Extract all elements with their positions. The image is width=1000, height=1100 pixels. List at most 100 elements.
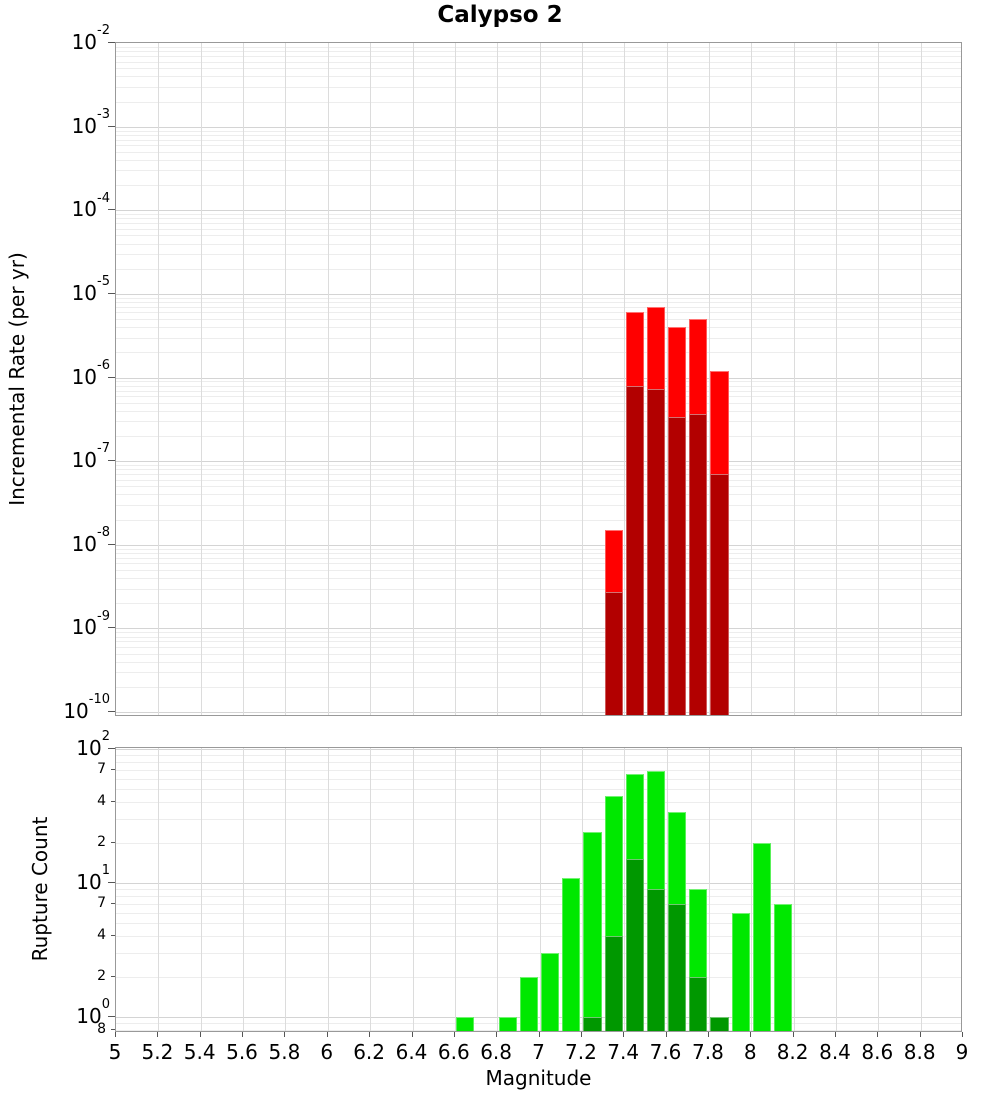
minor-gridline	[116, 302, 961, 303]
bottom-y-minor-tick-label: 4	[97, 927, 106, 944]
vertical-gridline	[666, 748, 668, 1031]
x-tick-mark	[835, 1032, 836, 1037]
minor-gridline	[116, 504, 961, 506]
utilized-ruptures-bar	[583, 1017, 602, 1031]
minor-gridline	[116, 410, 961, 412]
minor-gridline	[116, 390, 961, 392]
vertical-gridline	[793, 43, 795, 715]
minor-gridline	[116, 469, 961, 471]
top-plot-area	[115, 42, 962, 716]
vertical-gridline	[200, 748, 202, 1031]
minor-gridline	[116, 381, 961, 383]
minor-gridline	[116, 139, 961, 141]
top-y-tick-label: 10-6	[71, 357, 110, 389]
bottom-y-minor-tick-label: 4	[97, 793, 106, 810]
vertical-gridline	[581, 43, 583, 715]
minor-gridline	[116, 474, 961, 476]
minor-gridline	[116, 396, 961, 398]
bottom-y-minor-tick-mark	[111, 801, 115, 803]
minor-gridline	[116, 603, 961, 605]
top-y-tick-mark	[108, 376, 115, 378]
bottom-y-minor-tick-mark	[111, 975, 115, 977]
minor-gridline	[116, 218, 961, 220]
vertical-gridline	[412, 748, 414, 1031]
x-tick-label: 7.2	[564, 1040, 597, 1064]
x-tick-mark	[792, 1032, 794, 1037]
nucleation-bar	[646, 388, 666, 715]
utilized-ruptures-bar	[625, 859, 644, 1031]
top-y-tick-mark	[108, 460, 115, 462]
x-tick-label: 6.2	[353, 1040, 385, 1064]
utilized-ruptures-bar	[668, 903, 687, 1031]
vertical-gridline	[370, 43, 372, 715]
minor-gridline	[116, 235, 961, 237]
major-gridline	[116, 210, 961, 212]
vertical-gridline	[497, 43, 499, 715]
minor-gridline	[116, 552, 961, 554]
minor-gridline	[116, 896, 961, 897]
bottom-y-tick-label: 101	[76, 863, 110, 894]
minor-gridline	[116, 465, 961, 466]
minor-gridline	[116, 802, 961, 804]
minor-gridline	[116, 519, 961, 521]
x-tick-label: 8.2	[776, 1040, 809, 1064]
vertical-gridline	[327, 43, 329, 715]
nucleation-bar	[625, 385, 644, 715]
vertical-gridline	[370, 748, 372, 1031]
vertical-gridline	[878, 43, 880, 715]
x-tick-label: 8.4	[819, 1040, 851, 1064]
x-tick-mark	[665, 1032, 667, 1037]
minor-gridline	[116, 1023, 961, 1025]
vertical-gridline	[454, 748, 456, 1031]
nucleation-bar	[604, 592, 623, 715]
vertical-gridline	[920, 43, 922, 715]
available-ruptures-bar	[562, 877, 581, 1031]
minor-gridline	[116, 912, 961, 914]
minor-gridline	[116, 76, 961, 78]
available-ruptures-bar	[519, 976, 538, 1031]
minor-gridline	[116, 762, 961, 763]
minor-gridline	[116, 976, 961, 978]
minor-gridline	[116, 953, 961, 955]
vertical-gridline	[497, 748, 499, 1031]
vertical-gridline	[539, 43, 541, 715]
x-tick-label: 7	[532, 1040, 545, 1064]
available-ruptures-bar	[456, 1017, 475, 1031]
vertical-gridline	[327, 748, 329, 1031]
x-tick-label: 7.8	[691, 1040, 724, 1064]
x-tick-label: 6.8	[480, 1040, 512, 1064]
bottom-y-minor-tick-label: 7	[97, 894, 106, 911]
minor-gridline	[116, 548, 961, 550]
top-y-tick-label: 10-7	[71, 441, 110, 473]
bottom-y-minor-tick-mark	[111, 768, 115, 770]
top-y-tick-mark	[108, 711, 115, 712]
vertical-gridline	[624, 43, 626, 715]
minor-gridline	[116, 228, 961, 230]
minor-gridline	[116, 243, 961, 245]
vertical-gridline	[243, 43, 244, 715]
bottom-y-tick-label: 100	[76, 997, 110, 1028]
vertical-gridline	[920, 748, 922, 1031]
nucleation-bar	[668, 416, 687, 715]
bottom-y-minor-tick-mark	[111, 841, 115, 843]
bottom-y-tick-mark	[108, 1016, 115, 1017]
vertical-gridline	[454, 43, 456, 715]
minor-gridline	[116, 1030, 961, 1031]
x-tick-mark	[919, 1032, 921, 1037]
available-ruptures-bar	[541, 953, 560, 1031]
chart-title: Calypso 2	[437, 2, 563, 28]
vertical-gridline	[878, 748, 880, 1031]
vertical-gridline	[751, 748, 753, 1031]
x-tick-mark	[115, 1032, 116, 1037]
major-gridline	[116, 712, 961, 713]
nucleation-bar	[689, 413, 708, 715]
x-tick-label: 6.4	[395, 1040, 428, 1064]
minor-gridline	[116, 337, 961, 339]
x-tick-mark	[496, 1032, 498, 1037]
bottom-y-tick-label: 102	[76, 729, 110, 760]
bottom-y-minor-tick-mark	[111, 1029, 115, 1030]
minor-gridline	[116, 159, 961, 161]
minor-gridline	[116, 268, 961, 270]
vertical-gridline	[412, 43, 414, 715]
